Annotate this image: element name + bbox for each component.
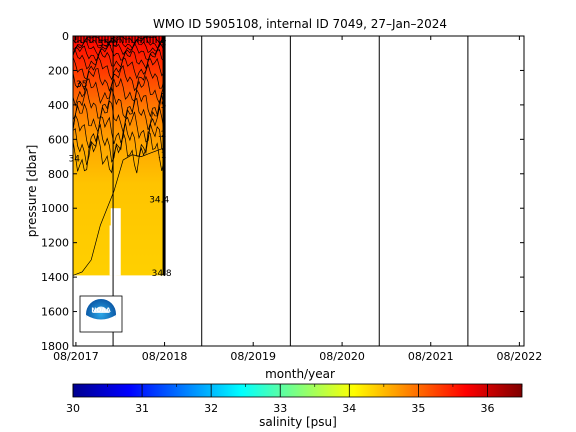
- contour-line: [72, 42, 165, 62]
- y-tick-label: 1600: [41, 306, 69, 319]
- logo-text: NOAA: [91, 307, 111, 314]
- contour-label: .2: [158, 130, 167, 140]
- contour-label: 34.8: [152, 269, 172, 279]
- logo-bird: [92, 306, 110, 313]
- x-tick-label: 08/2021: [408, 350, 454, 363]
- year-separators: [112, 36, 469, 346]
- y-tick-label: 0: [62, 30, 69, 43]
- contour-label: .5: [158, 101, 167, 111]
- y-tick-label: 200: [48, 64, 69, 77]
- colorbar-tick-label: 31: [135, 402, 149, 415]
- colorbar-tick-label: 30: [66, 402, 80, 415]
- x-tick-label: 08/2022: [497, 350, 543, 363]
- x-axis: 08/2017 08/2018 08/2019 08/2020 08/2021 08/20…: [53, 36, 542, 363]
- noaa-logo: NOAA: [79, 295, 123, 333]
- contour-line: [72, 36, 165, 50]
- colorbar: 30 31 32 33 34 35 36: [66, 383, 523, 415]
- colorbar-tick-label: 32: [204, 402, 218, 415]
- x-axis-label: month/year: [265, 367, 335, 381]
- y-tick-label: 600: [48, 133, 69, 146]
- contour-line: [72, 86, 165, 120]
- y-axis-label: pressure [dbar]: [25, 145, 39, 238]
- chart-title: WMO ID 5905108, internal ID 7049, 27–Jan…: [153, 17, 447, 31]
- contour-line: [72, 94, 165, 134]
- x-tick-label: 08/2018: [142, 350, 188, 363]
- colorbar-label: salinity [psu]: [259, 415, 337, 429]
- y-tick-label: 1800: [41, 340, 69, 353]
- colorbar-tick-label: 36: [480, 402, 494, 415]
- contour-label: .7: [158, 44, 167, 54]
- contour-label: 34: [68, 154, 80, 164]
- y-tick-label: 1200: [41, 237, 69, 250]
- x-tick-label: 08/2020: [319, 350, 365, 363]
- y-tick-label: 1400: [41, 271, 69, 284]
- y-tick-label: 400: [48, 99, 69, 112]
- contour-line: [72, 147, 165, 276]
- contour-line: [72, 75, 165, 107]
- contour-line: [72, 63, 165, 93]
- contour-line: [72, 130, 165, 174]
- colorbar-tick-label: 35: [411, 402, 425, 415]
- colorbar-scale: [72, 383, 523, 398]
- contour-label: .4: [158, 35, 167, 45]
- y-axis: 0 200 400 600 800 1000 1200 1400 1600 1800: [41, 30, 524, 353]
- plot-area: 08/2017 08/2018 08/2019 08/2020 08/2021 08/20…: [41, 30, 542, 363]
- contour-label: .1: [158, 151, 167, 161]
- x-tick-label: 08/2019: [230, 350, 276, 363]
- contour-labels: 35.6 35 34.4 34.8 .4.7 .5 .2 .1 34: [68, 35, 171, 278]
- contour-line: [72, 36, 165, 44]
- x-tick-label: 08/2017: [53, 350, 99, 363]
- y-tick-label: 1000: [41, 202, 69, 215]
- contour-label: 35.6: [98, 39, 118, 49]
- colorbar-tick-label: 34: [342, 402, 356, 415]
- logo-wave: [86, 315, 116, 330]
- colorbar-tick-label: 33: [273, 402, 287, 415]
- contour-line: [72, 49, 165, 70]
- contour-label: 35: [76, 80, 87, 90]
- salinity-section: [72, 36, 166, 276]
- contour-label: 34.4: [149, 196, 169, 206]
- contour-line: [72, 39, 165, 57]
- plot-frame: [72, 35, 525, 347]
- y-tick-label: 800: [48, 168, 69, 181]
- contour-line: [72, 123, 165, 166]
